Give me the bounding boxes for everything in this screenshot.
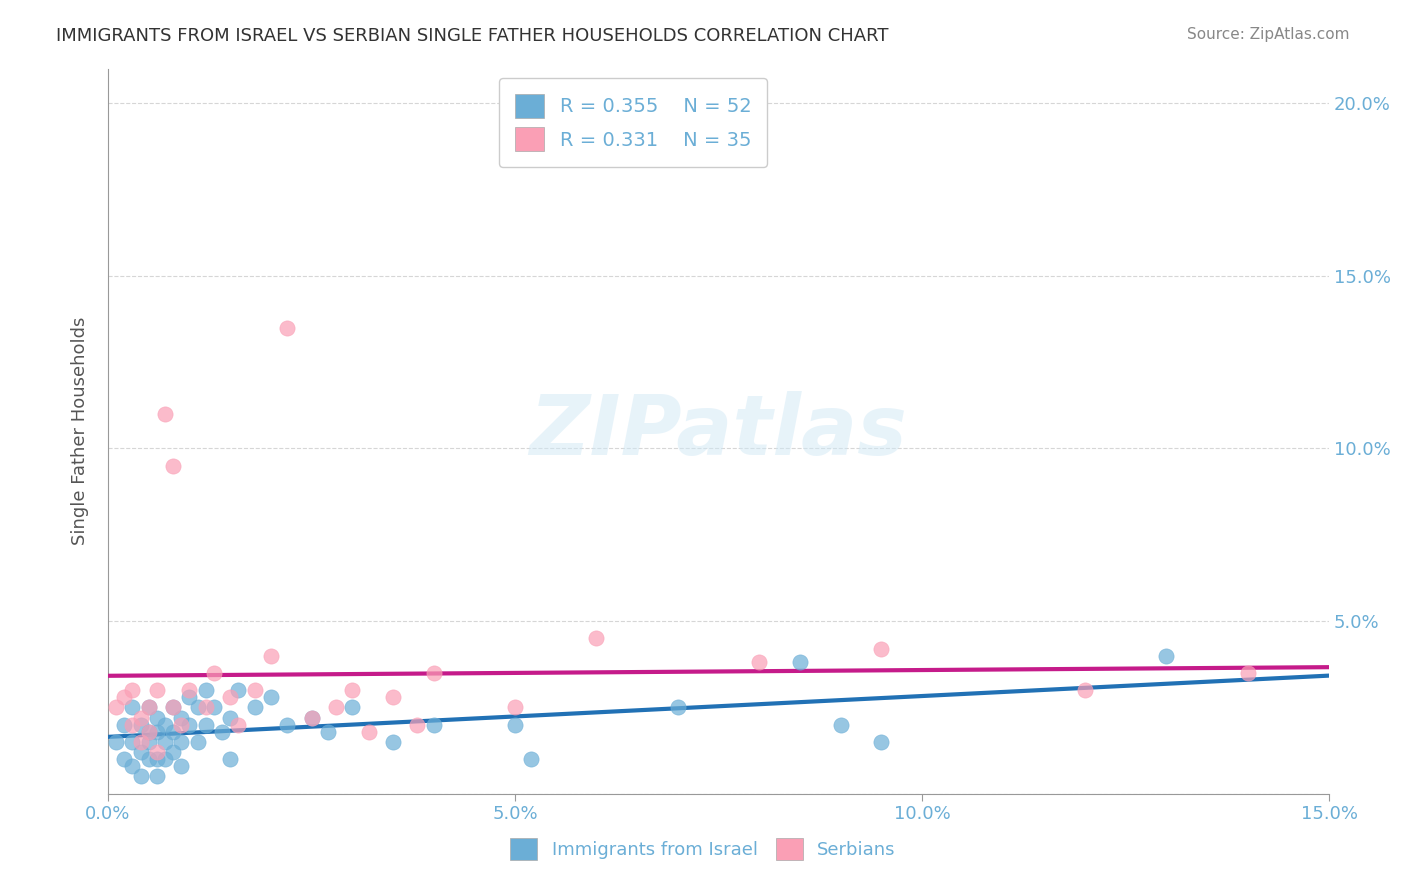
Y-axis label: Single Father Households: Single Father Households xyxy=(72,317,89,545)
Point xyxy=(105,700,128,714)
Point xyxy=(112,690,135,704)
Point xyxy=(138,724,160,739)
Point xyxy=(194,683,217,698)
Point xyxy=(129,717,152,731)
Point xyxy=(789,656,811,670)
Point xyxy=(194,700,217,714)
Point xyxy=(422,717,444,731)
Point xyxy=(260,690,283,704)
Point xyxy=(219,690,242,704)
Point xyxy=(520,752,543,766)
Point xyxy=(243,700,266,714)
Point xyxy=(179,683,201,698)
Point xyxy=(162,458,184,473)
Point xyxy=(342,683,364,698)
Point xyxy=(129,735,152,749)
Point xyxy=(162,745,184,759)
Text: ZIPatlas: ZIPatlas xyxy=(530,391,907,472)
Point xyxy=(381,690,404,704)
Point xyxy=(146,683,169,698)
Point xyxy=(219,711,242,725)
Point xyxy=(226,717,249,731)
Point xyxy=(342,700,364,714)
Point xyxy=(146,724,169,739)
Point xyxy=(666,700,689,714)
Point xyxy=(153,717,176,731)
Point xyxy=(138,735,160,749)
Point xyxy=(138,724,160,739)
Point xyxy=(153,735,176,749)
Point xyxy=(243,683,266,698)
Point xyxy=(138,700,160,714)
Point xyxy=(153,407,176,421)
Point xyxy=(129,769,152,783)
Point xyxy=(112,752,135,766)
Point xyxy=(585,632,607,646)
Point xyxy=(162,724,184,739)
Point xyxy=(325,700,347,714)
Point xyxy=(179,690,201,704)
Point xyxy=(162,700,184,714)
Point xyxy=(129,745,152,759)
Point xyxy=(162,700,184,714)
Point xyxy=(1236,665,1258,680)
Point xyxy=(357,724,380,739)
Point xyxy=(316,724,339,739)
Point xyxy=(179,717,201,731)
Point xyxy=(186,700,208,714)
Point xyxy=(1156,648,1178,663)
Point xyxy=(194,717,217,731)
Point xyxy=(226,683,249,698)
Point xyxy=(870,641,893,656)
Point xyxy=(260,648,283,663)
Point xyxy=(146,745,169,759)
Point xyxy=(276,717,298,731)
Point xyxy=(112,717,135,731)
Point xyxy=(870,735,893,749)
Point xyxy=(406,717,429,731)
Point xyxy=(301,711,323,725)
Point xyxy=(146,711,169,725)
Legend: Immigrants from Israel, Serbians: Immigrants from Israel, Serbians xyxy=(496,823,910,874)
Point xyxy=(121,683,143,698)
Point xyxy=(748,656,770,670)
Point xyxy=(211,724,233,739)
Point xyxy=(219,752,242,766)
Text: IMMIGRANTS FROM ISRAEL VS SERBIAN SINGLE FATHER HOUSEHOLDS CORRELATION CHART: IMMIGRANTS FROM ISRAEL VS SERBIAN SINGLE… xyxy=(56,27,889,45)
Point xyxy=(121,759,143,773)
Point xyxy=(202,700,225,714)
Point xyxy=(276,320,298,334)
Point xyxy=(138,752,160,766)
Point xyxy=(170,735,193,749)
Point xyxy=(381,735,404,749)
Point xyxy=(301,711,323,725)
Point xyxy=(138,700,160,714)
Point xyxy=(146,752,169,766)
Point xyxy=(503,700,526,714)
Point xyxy=(170,711,193,725)
Point xyxy=(503,717,526,731)
Point xyxy=(121,700,143,714)
Point xyxy=(105,735,128,749)
Point xyxy=(1074,683,1097,698)
Point xyxy=(202,665,225,680)
Point xyxy=(170,717,193,731)
Point xyxy=(121,735,143,749)
Point xyxy=(186,735,208,749)
Point xyxy=(153,752,176,766)
Point xyxy=(121,717,143,731)
Text: Source: ZipAtlas.com: Source: ZipAtlas.com xyxy=(1187,27,1350,42)
Point xyxy=(170,759,193,773)
Point xyxy=(146,769,169,783)
Point xyxy=(129,711,152,725)
Legend: R = 0.355    N = 52, R = 0.331    N = 35: R = 0.355 N = 52, R = 0.331 N = 35 xyxy=(499,78,766,167)
Point xyxy=(422,665,444,680)
Point xyxy=(830,717,852,731)
